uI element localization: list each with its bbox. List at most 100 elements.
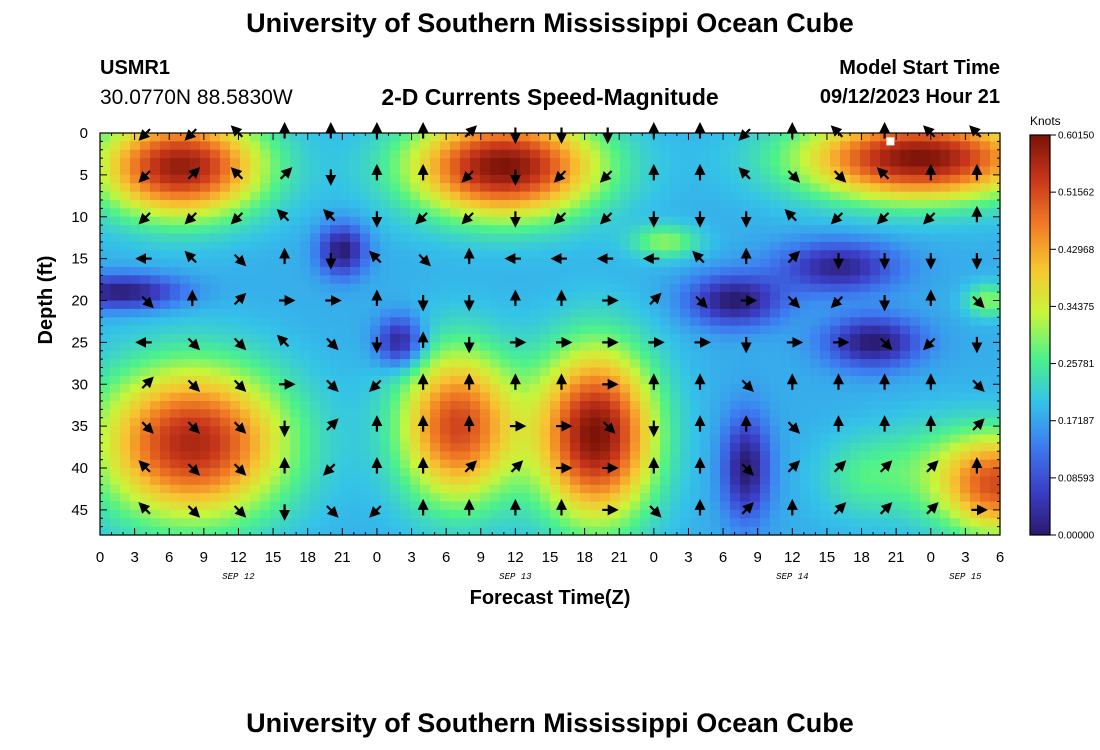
heatmap-cell bbox=[110, 484, 121, 494]
x-tick-label: 15 bbox=[542, 549, 559, 566]
heatmap-cell bbox=[450, 149, 461, 159]
heatmap-cell bbox=[690, 342, 701, 352]
heatmap-cell bbox=[940, 141, 951, 151]
current-vector-arrow bbox=[926, 460, 939, 473]
heatmap-cell bbox=[220, 409, 231, 419]
heatmap-cell bbox=[610, 283, 621, 293]
heatmap-cell bbox=[930, 434, 941, 444]
heatmap-cell bbox=[350, 350, 361, 360]
heatmap-cell bbox=[950, 459, 961, 469]
heatmap-cell bbox=[420, 426, 431, 436]
heatmap-cell bbox=[170, 375, 181, 385]
heatmap-cell bbox=[580, 300, 591, 310]
heatmap-cell bbox=[270, 241, 281, 251]
heatmap-cell bbox=[670, 509, 681, 519]
heatmap-cell bbox=[280, 158, 291, 168]
heatmap-cell bbox=[970, 359, 981, 369]
heatmap-cell bbox=[500, 476, 511, 486]
heatmap-cell bbox=[750, 258, 761, 268]
heatmap-cell bbox=[630, 317, 641, 327]
heatmap-cell bbox=[150, 367, 161, 377]
heatmap-cell bbox=[810, 133, 821, 142]
heatmap-cell bbox=[120, 484, 131, 494]
heatmap-cell bbox=[220, 174, 231, 184]
heatmap-cell bbox=[640, 317, 651, 327]
heatmap-cell bbox=[190, 493, 201, 503]
heatmap-cell bbox=[940, 250, 951, 260]
heatmap-cell bbox=[740, 141, 751, 151]
heatmap-cell bbox=[300, 451, 311, 461]
heatmap-cell bbox=[760, 501, 771, 511]
heatmap-cell bbox=[930, 325, 941, 335]
heatmap-cell bbox=[320, 484, 331, 494]
heatmap-cell bbox=[300, 476, 311, 486]
heatmap-cell bbox=[450, 325, 461, 335]
heatmap-cell bbox=[560, 518, 571, 528]
heatmap-cell bbox=[120, 275, 131, 285]
heatmap-cell bbox=[770, 501, 781, 511]
heatmap-cell bbox=[940, 501, 951, 511]
heatmap-cell bbox=[600, 451, 611, 461]
heatmap-cell bbox=[640, 451, 651, 461]
heatmap-cell bbox=[820, 434, 831, 444]
heatmap-cell bbox=[410, 183, 421, 193]
heatmap-cell bbox=[580, 325, 591, 335]
heatmap-cell bbox=[980, 225, 991, 235]
heatmap-cell bbox=[430, 317, 441, 327]
x-tick-label: 3 bbox=[961, 549, 969, 566]
heatmap-cell bbox=[760, 325, 771, 335]
heatmap-cell bbox=[660, 375, 671, 385]
heatmap-cell bbox=[470, 200, 481, 209]
heatmap-cell bbox=[740, 493, 751, 503]
heatmap-cell bbox=[460, 526, 471, 536]
heatmap-cell bbox=[400, 133, 411, 142]
heatmap-cell bbox=[870, 417, 881, 427]
current-vector-arrow bbox=[461, 212, 474, 225]
heatmap-cell bbox=[710, 317, 721, 327]
heatmap-cell bbox=[800, 409, 811, 419]
heatmap-cell bbox=[930, 350, 941, 360]
heatmap-cell bbox=[650, 417, 661, 427]
heatmap-cell bbox=[300, 493, 311, 503]
heatmap-cell bbox=[990, 417, 1001, 427]
heatmap-cell bbox=[540, 267, 551, 276]
heatmap-cell bbox=[330, 501, 341, 511]
heatmap-cell bbox=[700, 384, 711, 394]
heatmap-cell bbox=[610, 200, 621, 209]
current-vector-arrow bbox=[649, 505, 662, 518]
heatmap-cell bbox=[170, 216, 181, 226]
heatmap-cell bbox=[270, 476, 281, 486]
heatmap-cell bbox=[950, 317, 961, 327]
heatmap-cell bbox=[570, 468, 581, 477]
heatmap-cell bbox=[650, 392, 661, 402]
heatmap-cell bbox=[410, 493, 421, 503]
heatmap-cell bbox=[620, 401, 631, 410]
heatmap-cell bbox=[280, 183, 291, 193]
heatmap-cell bbox=[620, 459, 631, 469]
heatmap-cell bbox=[500, 166, 511, 176]
heatmap-cell bbox=[480, 459, 491, 469]
heatmap-cell bbox=[730, 468, 741, 477]
heatmap-cell bbox=[920, 442, 931, 452]
heatmap-cell bbox=[340, 208, 351, 218]
heatmap-cell bbox=[570, 451, 581, 461]
heatmap-cell bbox=[500, 300, 511, 310]
heatmap-cell bbox=[600, 225, 611, 235]
heatmap-cell bbox=[120, 141, 131, 151]
heatmap-cell bbox=[840, 133, 851, 142]
heatmap-cell bbox=[310, 225, 321, 235]
heatmap-cell bbox=[300, 275, 311, 285]
heatmap-cell bbox=[270, 225, 281, 235]
heatmap-cell bbox=[710, 149, 721, 159]
heatmap-cell bbox=[680, 133, 691, 142]
heatmap-cell bbox=[100, 292, 111, 302]
heatmap-cell bbox=[890, 191, 901, 201]
heatmap-cell bbox=[990, 250, 1001, 260]
heatmap-cell bbox=[140, 409, 151, 419]
heatmap-cell bbox=[150, 518, 161, 528]
heatmap-cell bbox=[600, 476, 611, 486]
heatmap-cell bbox=[620, 166, 631, 176]
heatmap-cell bbox=[820, 325, 831, 335]
heatmap-cell bbox=[510, 241, 521, 251]
heatmap-cell bbox=[990, 476, 1001, 486]
